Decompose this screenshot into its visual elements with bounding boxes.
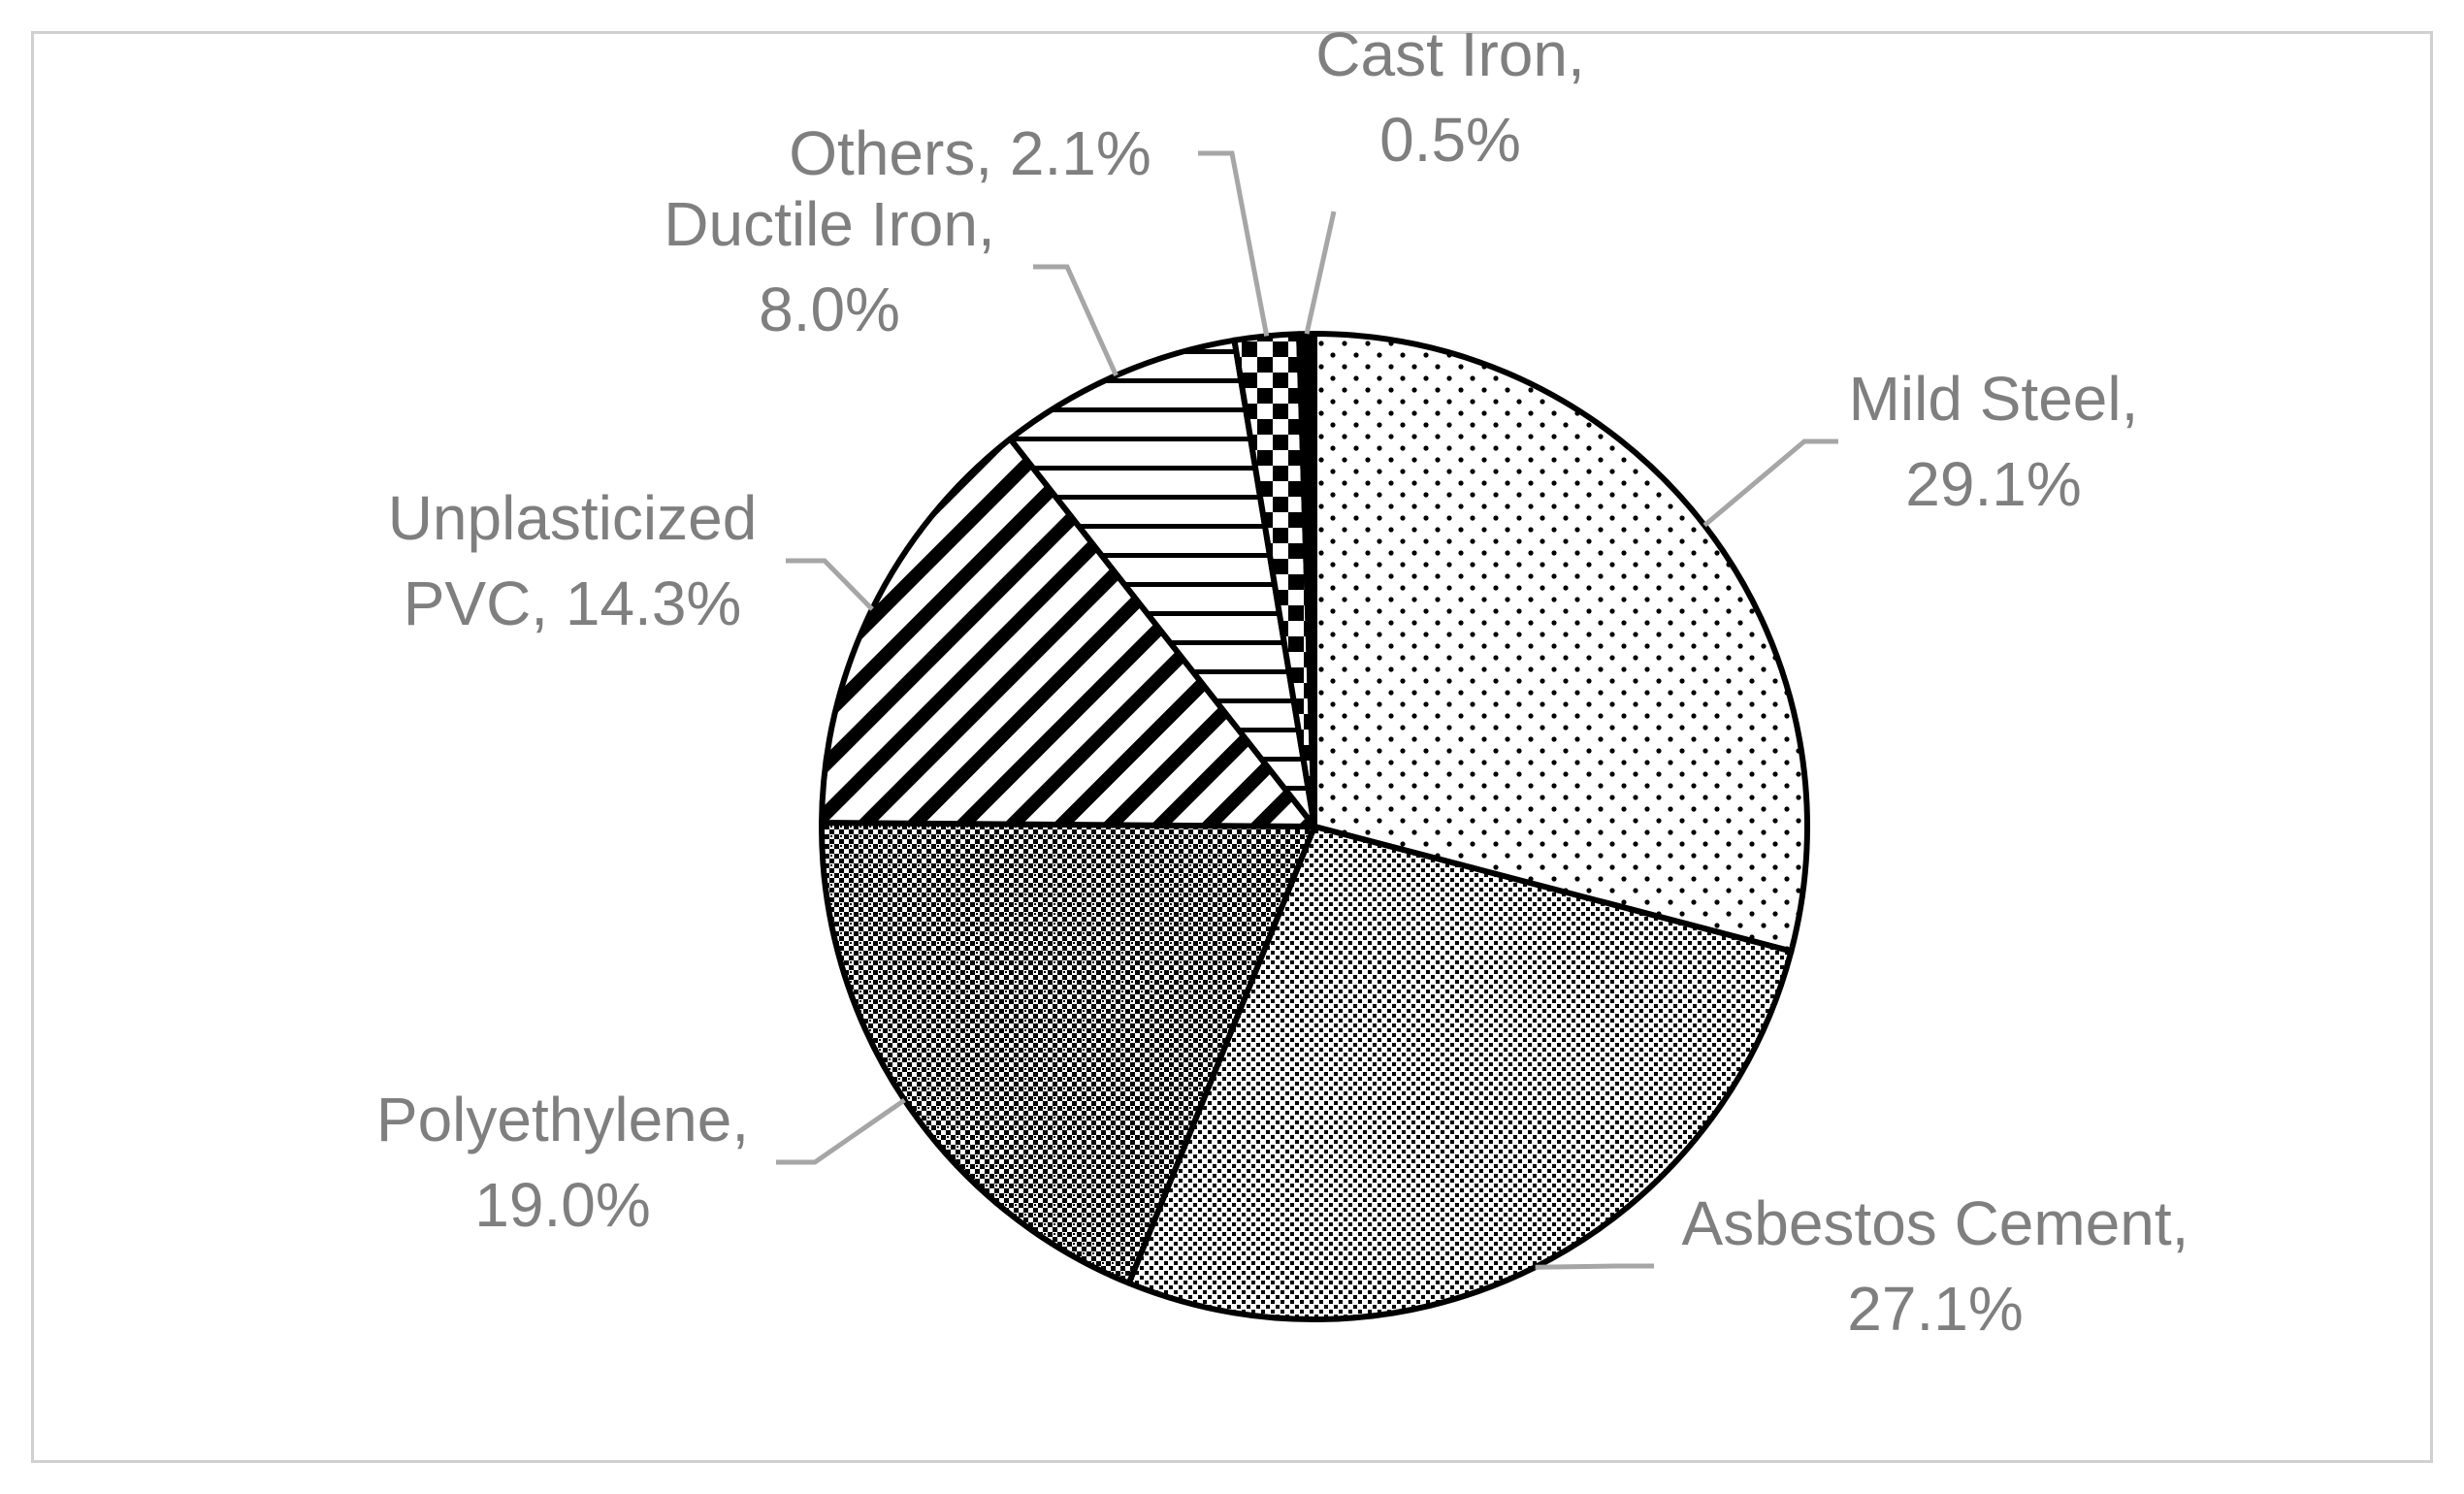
leader-line-others: [1198, 150, 1270, 337]
slice-label-polyethylene: Polyethylene, 19.0%: [376, 1085, 749, 1240]
leader-line-polyethylene: [776, 1097, 906, 1165]
slice-label-line: Mild Steel,: [1849, 364, 2139, 434]
slice-label-line: PVC, 14.3%: [404, 568, 742, 638]
slice-label-line: Polyethylene,: [376, 1085, 749, 1154]
slice-label-line: Cast Iron,: [1315, 19, 1584, 89]
leader-lines: [776, 150, 1838, 1270]
slice-label-asbestos-cement: Asbestos Cement, 27.1%: [1682, 1188, 2189, 1344]
slice-label-unplasticized-pvc: Unplasticized PVC, 14.3%: [388, 483, 758, 638]
slice-label-line: 19.0%: [474, 1170, 650, 1240]
leader-line-asbestos-cement: [1535, 1263, 1654, 1270]
leader-line-unplasticized-pvc: [786, 558, 874, 611]
slice-label-line: 8.0%: [759, 275, 900, 344]
leader-line-cast-iron: [1304, 211, 1337, 335]
leader-line-ductile-iron: [1033, 264, 1119, 377]
slice-label-line: Unplasticized: [388, 483, 758, 553]
slice-label-line: 27.1%: [1847, 1274, 2023, 1344]
pie-slice-mild-steel: [1312, 331, 1810, 955]
pie-slice-polyethylene: [819, 820, 1317, 1286]
slice-label-mild-steel: Mild Steel, 29.1%: [1849, 364, 2139, 519]
pie-slices: [819, 331, 1810, 1322]
slice-label-line: 29.1%: [1905, 449, 2081, 519]
slice-label-line: Asbestos Cement,: [1682, 1188, 2189, 1258]
pie-slice-asbestos-cement: [1125, 824, 1795, 1322]
pie-slice-unplasticized-pvc: [819, 436, 1317, 829]
slice-label-ductile-iron: Ductile Iron, 8.0%: [664, 189, 994, 344]
slice-label-line: Others, 2.1%: [789, 118, 1151, 188]
slice-label-others: Others, 2.1%: [789, 118, 1151, 188]
slice-label-line: Ductile Iron,: [664, 189, 994, 259]
slice-label-cast-iron: Cast Iron, 0.5%: [1315, 19, 1584, 175]
leader-line-mild-steel: [1702, 438, 1838, 528]
slice-labels: Mild Steel, 29.1% Asbestos Cement, 27.1% Pol…: [376, 19, 2189, 1344]
slice-label-line: 0.5%: [1379, 105, 1521, 175]
